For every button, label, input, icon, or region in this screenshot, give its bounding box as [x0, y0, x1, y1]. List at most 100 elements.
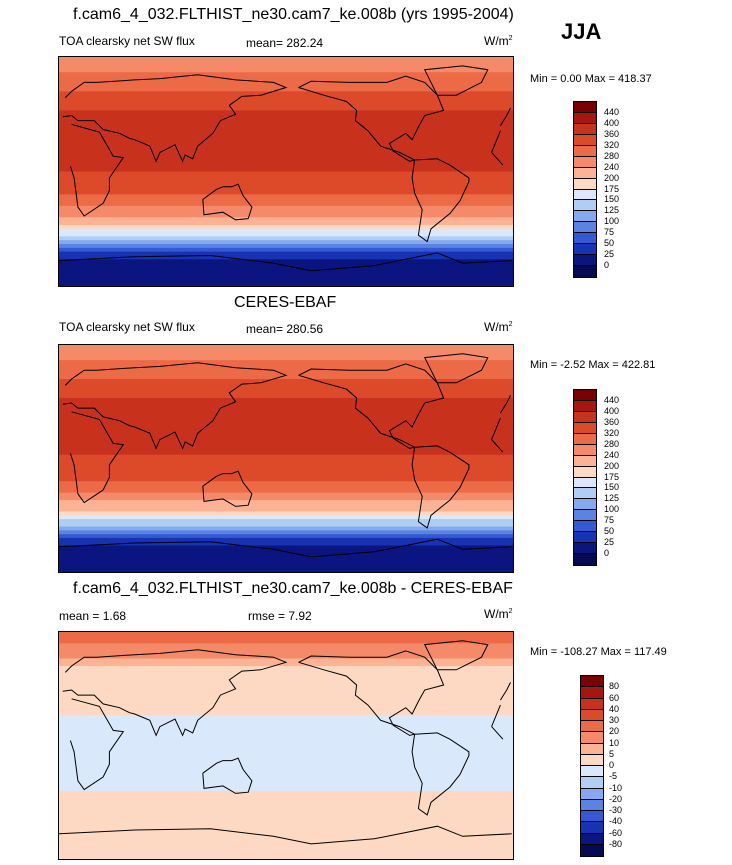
colorbar-tick-label: 360: [604, 416, 620, 427]
zonal-band: [59, 213, 513, 218]
colorbar-cell: [574, 200, 596, 212]
zonal-band: [59, 397, 513, 403]
zonal-band: [59, 817, 513, 822]
zonal-band: [59, 202, 513, 207]
zonal-band: [59, 541, 513, 547]
zonal-band: [59, 753, 513, 758]
zonal-band: [59, 106, 513, 112]
colorbar-cell: [574, 411, 596, 423]
zonal-band: [59, 466, 513, 471]
colorbar-cell: [581, 766, 603, 778]
colorbar-tick-label: 175: [604, 471, 620, 482]
panel1-map-svg: [59, 57, 513, 286]
zonal-band: [59, 244, 513, 249]
panel1-title: f.cam6_4_032.FLTHIST_ne30.cam7_ke.008b (…: [73, 6, 514, 23]
zonal-band: [59, 443, 513, 448]
colorbar-tick-label: 25: [604, 537, 615, 548]
colorbar-tick-label: 75: [604, 227, 615, 238]
zonal-band: [59, 568, 513, 572]
zonal-band: [59, 851, 513, 856]
panel3-colorbar-ticks: 80 60 40 30 20 10 5 0 -5 -10 -20 -30 -40 -60 -80: [609, 675, 649, 855]
colorbar-tick-label: 60: [609, 692, 620, 703]
zonal-band: [59, 274, 513, 279]
zonal-band: [59, 255, 513, 260]
zonal-band: [59, 496, 513, 501]
colorbar-tick-label: 440: [604, 394, 620, 405]
zonal-band: [59, 405, 513, 410]
colorbar-tick-label: 125: [604, 493, 620, 504]
colorbar-tick-label: 10: [609, 737, 620, 748]
zonal-band: [59, 232, 513, 237]
panel2-units: W/m2: [484, 320, 513, 334]
zonal-band: [59, 87, 513, 92]
colorbar-tick-label: 50: [604, 238, 615, 249]
colorbar-tick-label: 40: [609, 703, 620, 714]
colorbar-cell: [574, 134, 596, 146]
zonal-band: [59, 813, 513, 818]
zonal-band: [59, 278, 513, 283]
colorbar-tick-label: 0: [604, 260, 610, 271]
zonal-band: [59, 832, 513, 837]
colorbar-tick-label: 320: [604, 427, 620, 438]
zonal-band: [59, 382, 513, 388]
panel2-minmax: Min = -2.52 Max = 422.81: [530, 359, 656, 371]
coastline-australia: [202, 470, 253, 507]
zonal-band: [59, 794, 513, 800]
zonal-band: [59, 450, 513, 456]
colorbar-cell: [574, 102, 596, 113]
zonal-band: [59, 553, 513, 558]
colorbar-tick-label: 400: [604, 117, 620, 128]
colorbar-cell: [574, 211, 596, 223]
panel2-mean-label: mean= 280.56: [246, 322, 324, 336]
zonal-band: [59, 194, 513, 199]
panel3-units: W/m2: [484, 607, 513, 621]
zonal-band: [59, 224, 513, 230]
panel3-mean-label: mean = 1.68: [59, 609, 127, 623]
panel1-units: W/m2: [484, 34, 513, 48]
colorbar-cell: [574, 477, 596, 489]
colorbar-tick-label: 100: [604, 504, 620, 515]
colorbar-cell: [574, 189, 596, 201]
zonal-band: [59, 428, 513, 433]
colorbar-cell: [581, 721, 603, 733]
zonal-band: [59, 190, 513, 195]
zonal-band: [59, 847, 513, 853]
season-label: JJA: [561, 19, 602, 44]
zonal-band: [59, 635, 513, 641]
zonal-band: [59, 843, 513, 849]
zonal-band: [59, 711, 513, 716]
colorbar-tick-label: -60: [609, 827, 623, 838]
zonal-band: [59, 484, 513, 490]
zonal-band: [59, 840, 513, 845]
zonal-band: [59, 730, 513, 735]
zonal-band: [59, 282, 513, 286]
zonal-band: [59, 68, 513, 73]
colorbar-tick-label: 0: [604, 548, 610, 559]
zonal-band: [59, 345, 513, 350]
zonal-band: [59, 647, 513, 652]
zonal-band: [59, 511, 513, 516]
panel3-map: [58, 631, 514, 860]
zonal-band: [59, 160, 513, 165]
zonal-band: [59, 492, 513, 497]
zonal-band: [59, 367, 513, 373]
zonal-band: [59, 432, 513, 437]
zonal-band: [59, 60, 513, 66]
colorbar-cell: [574, 222, 596, 234]
colorbar-tick-label: 125: [604, 205, 620, 216]
zonal-band: [59, 650, 513, 656]
panel1-minmax: Min = 0.00 Max = 418.37: [530, 73, 652, 85]
colorbar-cell: [581, 844, 603, 856]
colorbar-tick-label: 280: [604, 150, 620, 161]
colorbar-cell: [574, 499, 596, 511]
zonal-band: [59, 251, 513, 257]
zonal-band: [59, 57, 513, 62]
colorbar-cell: [574, 112, 596, 124]
colorbar-cell: [574, 510, 596, 522]
zonal-band: [59, 270, 513, 276]
coastline-south-america: [411, 158, 470, 243]
zonal-band: [59, 756, 513, 762]
colorbar-cell: [581, 709, 603, 721]
zonal-band: [59, 371, 513, 376]
zonal-band: [59, 182, 513, 188]
